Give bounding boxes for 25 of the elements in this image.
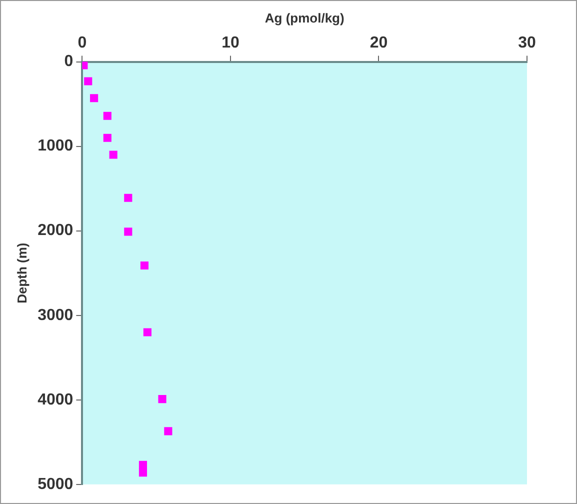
point bbox=[84, 77, 92, 86]
point bbox=[103, 112, 112, 120]
x-tick-label: 20 bbox=[370, 34, 388, 52]
y-tick-label: 1000 bbox=[38, 138, 74, 155]
point bbox=[90, 94, 98, 102]
point bbox=[138, 460, 148, 469]
point bbox=[164, 427, 172, 436]
point bbox=[143, 328, 152, 336]
x-axis-title: Ag (pmol/kg) bbox=[264, 10, 344, 26]
y-tick-label: 2000 bbox=[38, 222, 74, 240]
point bbox=[158, 395, 166, 404]
x-tick-label: 30 bbox=[518, 34, 536, 52]
x-tick-label: 10 bbox=[222, 34, 240, 52]
y-tick-label: 4000 bbox=[38, 391, 74, 408]
y-tick-label: 5000 bbox=[38, 476, 74, 493]
y-tick-label: 3000 bbox=[38, 306, 74, 324]
y-tick-label: 0 bbox=[64, 53, 74, 70]
x-tick-label: 0 bbox=[78, 34, 87, 52]
point bbox=[109, 150, 118, 159]
point bbox=[103, 134, 112, 142]
point bbox=[124, 228, 132, 236]
point bbox=[140, 261, 148, 270]
point bbox=[124, 194, 132, 202]
y-axis-title: Depth (m) bbox=[14, 242, 30, 304]
point bbox=[138, 468, 148, 477]
